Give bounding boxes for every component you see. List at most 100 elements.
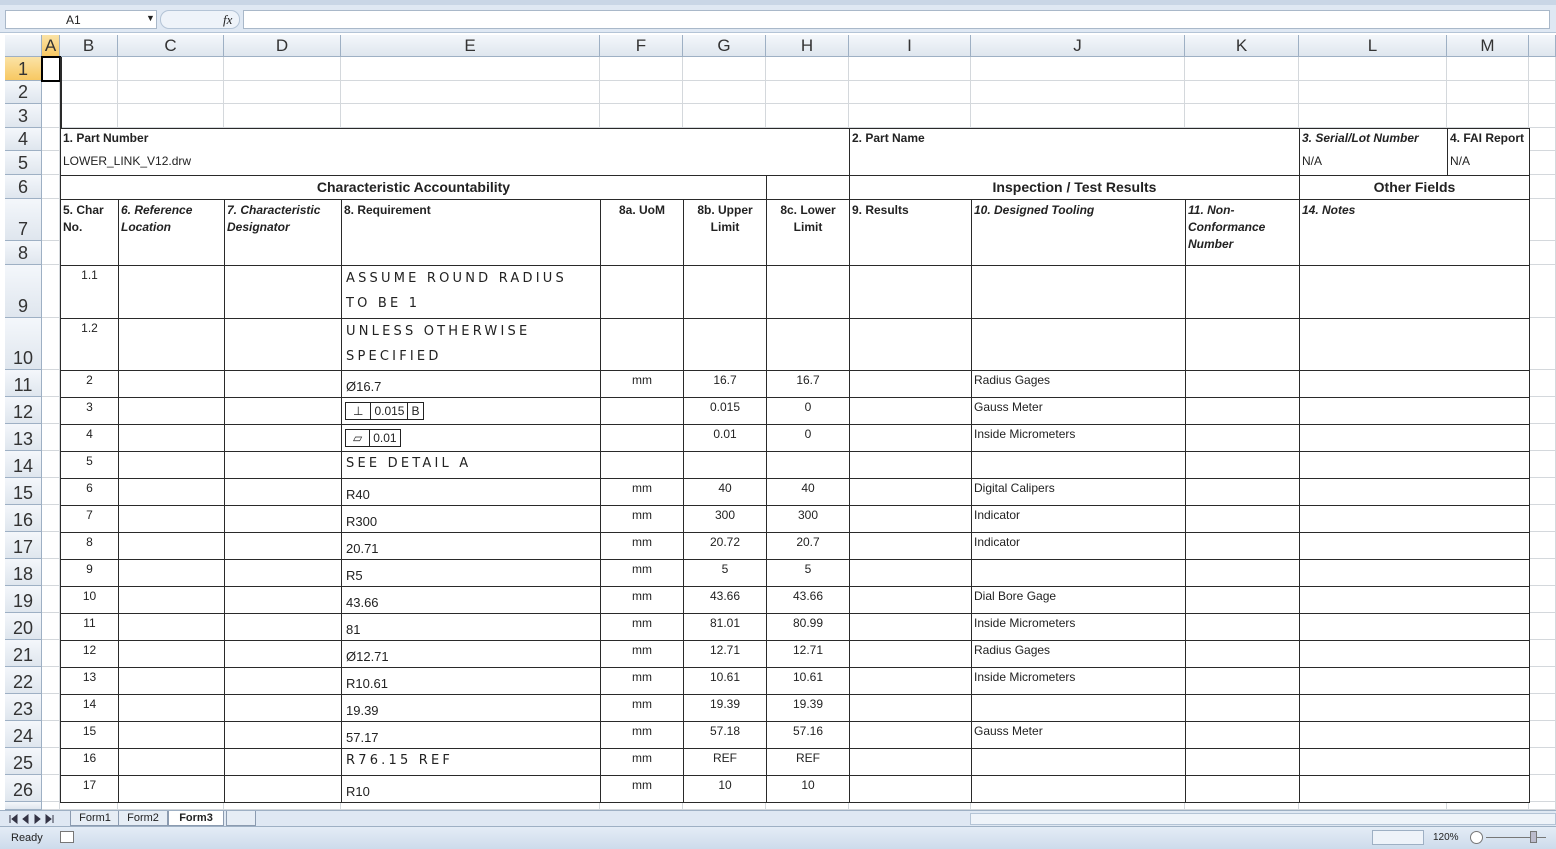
grid-cell[interactable] xyxy=(1529,104,1556,128)
column-header[interactable]: J xyxy=(971,35,1185,57)
row-header[interactable]: 14 xyxy=(5,451,42,478)
column-header[interactable]: M xyxy=(1447,35,1529,57)
row-header[interactable]: 13 xyxy=(5,424,42,451)
column-header[interactable]: B xyxy=(60,35,118,57)
row-header[interactable]: 12 xyxy=(5,397,42,424)
grid-cell[interactable] xyxy=(1447,57,1529,81)
grid-cell[interactable] xyxy=(766,57,849,81)
grid-cell[interactable] xyxy=(42,640,60,667)
grid-cell[interactable] xyxy=(42,241,60,265)
formula-input[interactable] xyxy=(243,10,1550,29)
row-header[interactable]: 3 xyxy=(5,104,42,128)
grid-cell[interactable] xyxy=(42,505,60,532)
grid-cell[interactable] xyxy=(1185,802,1299,810)
zoom-out[interactable] xyxy=(1470,831,1483,844)
column-header[interactable]: K xyxy=(1185,35,1299,57)
row-header[interactable]: 21 xyxy=(5,640,42,667)
row-header[interactable]: 6 xyxy=(5,175,42,199)
grid-cell[interactable] xyxy=(683,104,766,128)
grid-cell[interactable] xyxy=(1529,667,1556,694)
grid-cell[interactable] xyxy=(766,81,849,104)
grid-cell[interactable] xyxy=(42,802,60,810)
row-header[interactable]: 20 xyxy=(5,613,42,640)
grid-cell[interactable] xyxy=(1529,640,1556,667)
column-header[interactable]: D xyxy=(224,35,341,57)
grid-cell[interactable] xyxy=(849,81,971,104)
grid-cell[interactable] xyxy=(1299,81,1447,104)
grid-cell[interactable] xyxy=(1529,81,1556,104)
zoom-thumb[interactable] xyxy=(1530,831,1537,843)
grid-cell[interactable] xyxy=(1529,802,1556,810)
new-sheet-tab[interactable] xyxy=(226,811,256,826)
grid-cell[interactable] xyxy=(42,613,60,640)
row-header[interactable]: 10 xyxy=(5,318,42,370)
grid-cell[interactable] xyxy=(42,81,60,104)
grid-cell[interactable] xyxy=(1529,532,1556,559)
tab-navigation[interactable] xyxy=(8,814,58,824)
grid-cell[interactable] xyxy=(1185,57,1299,81)
fx-button[interactable]: fx xyxy=(223,12,233,27)
column-header[interactable]: H xyxy=(766,35,849,57)
grid-cell[interactable] xyxy=(118,104,224,128)
grid-cell[interactable] xyxy=(1529,175,1556,199)
grid-cell[interactable] xyxy=(1299,104,1447,128)
grid-cell[interactable] xyxy=(1529,748,1556,775)
grid-cell[interactable] xyxy=(1529,370,1556,397)
grid-cell[interactable] xyxy=(1529,397,1556,424)
zoom-slider[interactable] xyxy=(1486,837,1546,838)
row-header[interactable]: 11 xyxy=(5,370,42,397)
grid-cell[interactable] xyxy=(42,559,60,586)
row-header[interactable]: 26 xyxy=(5,775,42,802)
zoom-level[interactable]: 120% xyxy=(1433,832,1459,843)
grid-cell[interactable] xyxy=(1529,128,1556,151)
grid-cell[interactable] xyxy=(224,81,341,104)
grid-cell[interactable] xyxy=(1529,265,1556,318)
row-header[interactable]: 1 xyxy=(5,57,42,81)
grid-cell[interactable] xyxy=(224,802,341,810)
row-header[interactable]: 22 xyxy=(5,667,42,694)
grid-cell[interactable] xyxy=(60,104,118,128)
row-header[interactable]: 8 xyxy=(5,241,42,265)
grid-cell[interactable] xyxy=(42,265,60,318)
grid-cell[interactable] xyxy=(60,802,118,810)
grid-cell[interactable] xyxy=(42,694,60,721)
grid-cell[interactable] xyxy=(42,721,60,748)
macro-icon[interactable] xyxy=(60,831,74,843)
grid-cell[interactable] xyxy=(42,397,60,424)
row-header[interactable]: 4 xyxy=(5,128,42,151)
sheet-tab[interactable]: Form3 xyxy=(168,811,224,826)
grid-cell[interactable] xyxy=(341,57,600,81)
grid-cell[interactable] xyxy=(1447,802,1529,810)
grid-cell[interactable] xyxy=(341,802,600,810)
grid-cell[interactable] xyxy=(118,802,224,810)
grid-cell[interactable] xyxy=(224,104,341,128)
grid-cell[interactable] xyxy=(971,81,1185,104)
select-all[interactable] xyxy=(5,35,42,57)
grid-cell[interactable] xyxy=(1529,424,1556,451)
grid-cell[interactable] xyxy=(42,586,60,613)
grid-cell[interactable] xyxy=(1529,559,1556,586)
grid-cell[interactable] xyxy=(683,57,766,81)
grid-cell[interactable] xyxy=(118,81,224,104)
row-header[interactable]: 17 xyxy=(5,532,42,559)
grid-cell[interactable] xyxy=(1529,694,1556,721)
grid-cell[interactable] xyxy=(1529,451,1556,478)
grid-cell[interactable] xyxy=(42,151,60,175)
grid-cell[interactable] xyxy=(971,104,1185,128)
grid-cell[interactable] xyxy=(42,175,60,199)
grid-cell[interactable] xyxy=(60,81,118,104)
grid-cell[interactable] xyxy=(118,57,224,81)
grid-cell[interactable] xyxy=(42,104,60,128)
grid-cell[interactable] xyxy=(683,802,766,810)
grid-cell[interactable] xyxy=(849,802,971,810)
grid-cell[interactable] xyxy=(1299,57,1447,81)
grid-cell[interactable] xyxy=(42,199,60,241)
grid-cell[interactable] xyxy=(600,57,683,81)
column-header[interactable]: G xyxy=(683,35,766,57)
grid-cell[interactable] xyxy=(42,748,60,775)
horizontal-scrollbar[interactable] xyxy=(970,813,1556,825)
grid-cell[interactable] xyxy=(971,802,1185,810)
grid-cell[interactable] xyxy=(849,57,971,81)
grid-cell[interactable] xyxy=(1529,241,1556,265)
row-header[interactable]: 15 xyxy=(5,478,42,505)
